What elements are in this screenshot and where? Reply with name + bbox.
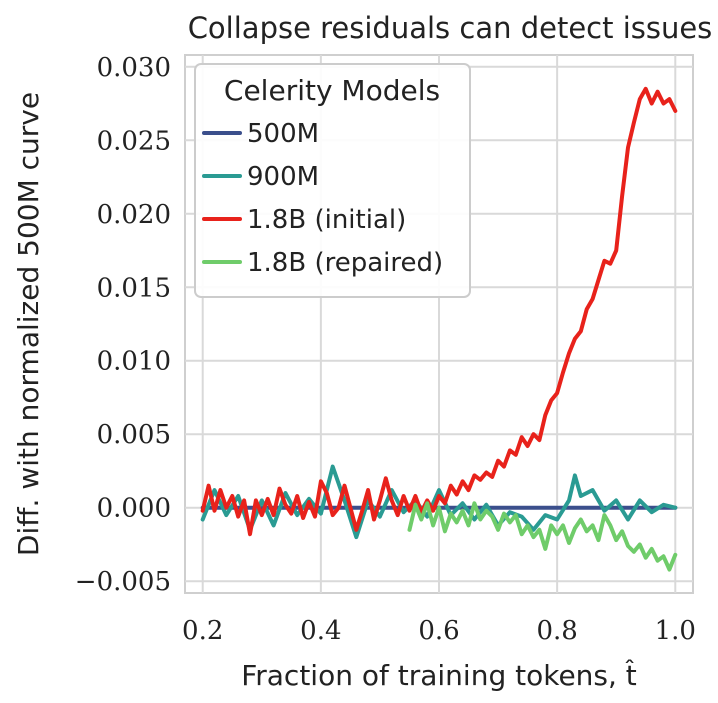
legend-box xyxy=(194,63,471,298)
x-tick-label: 0.4 xyxy=(300,616,341,646)
x-tick-labels: 0.2 0.4 0.6 0.8 1.0 xyxy=(182,616,696,646)
y-tick-labels: −0.005 0.000 0.005 0.010 0.015 0.020 0.025 0.03… xyxy=(75,53,171,597)
y-tick-label: −0.005 xyxy=(75,567,171,597)
y-tick-label: 0.025 xyxy=(97,126,171,156)
x-tick-label: 0.6 xyxy=(418,616,459,646)
chart-title: Collapse residuals can detect issues xyxy=(188,11,713,45)
y-tick-label: 0.000 xyxy=(97,494,171,524)
x-tick-label: 1.0 xyxy=(655,616,696,646)
legend-label: 500M xyxy=(247,119,319,149)
x-axis-label: Fraction of training tokens, t̂ xyxy=(241,659,637,692)
legend-label: 900M xyxy=(247,162,319,192)
x-tick-label: 0.8 xyxy=(536,616,577,646)
legend-items: 500M 900M 1.8B (initial) 1.8B (repaired) xyxy=(202,119,443,278)
legend-label: 1.8B (initial) xyxy=(247,205,406,235)
y-tick-label: 0.030 xyxy=(97,53,171,83)
series-line-1-8b-repaired xyxy=(407,501,678,572)
legend-label: 1.8B (repaired) xyxy=(247,248,443,278)
x-tick-label: 0.2 xyxy=(182,616,223,646)
y-axis-label: Diff. with normalized 500M curve xyxy=(12,92,45,556)
y-tick-label: 0.020 xyxy=(97,200,171,230)
y-tick-label: 0.005 xyxy=(97,420,171,450)
series-line-1-8b-initial xyxy=(200,86,678,537)
y-tick-label: 0.010 xyxy=(97,347,171,377)
legend: Celerity Models 500M 900M 1.8B (initial) 1.… xyxy=(194,63,471,298)
legend-title: Celerity Models xyxy=(224,74,440,107)
series-layer xyxy=(200,86,678,572)
y-tick-label: 0.015 xyxy=(97,273,171,303)
